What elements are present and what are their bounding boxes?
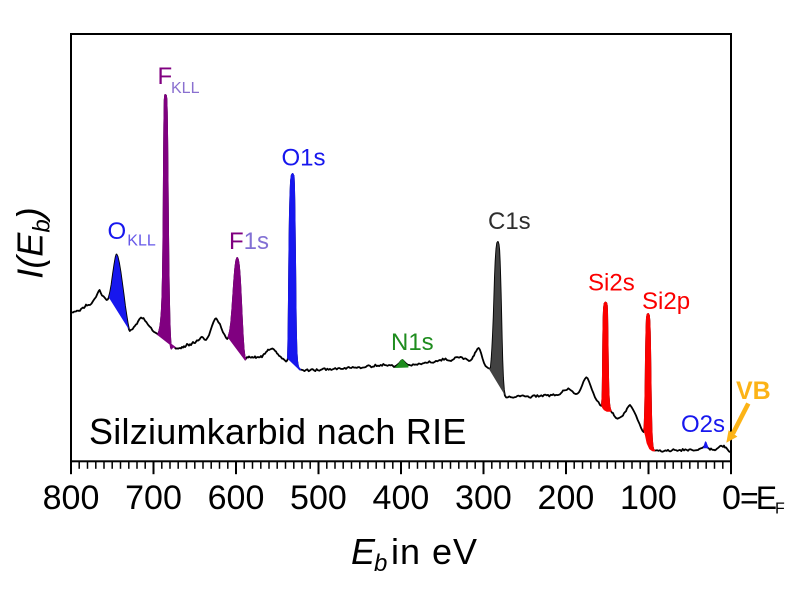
svg-text:E: E <box>756 480 777 516</box>
svg-text:N1s: N1s <box>391 329 434 356</box>
svg-text:400: 400 <box>373 479 430 517</box>
svg-text:500: 500 <box>290 479 347 517</box>
svg-text:C1s: C1s <box>488 208 531 235</box>
svg-text:F: F <box>158 63 173 90</box>
svg-text:700: 700 <box>125 479 182 517</box>
svg-text:Silziumkarbid nach RIE: Silziumkarbid nach RIE <box>89 411 467 452</box>
svg-text:b: b <box>374 550 387 577</box>
svg-text:F1s: F1s <box>229 228 269 255</box>
svg-text:600: 600 <box>208 479 265 517</box>
svg-text:200: 200 <box>538 479 595 517</box>
svg-text:800: 800 <box>43 479 100 517</box>
svg-text:300: 300 <box>455 479 512 517</box>
svg-text:F: F <box>775 501 785 518</box>
svg-text:VB: VB <box>736 377 771 405</box>
svg-text:O2s: O2s <box>681 411 725 438</box>
svg-text:0: 0 <box>722 479 741 517</box>
svg-text:Si2p: Si2p <box>642 288 690 315</box>
svg-text:in eV: in eV <box>391 531 478 572</box>
svg-text:KLL: KLL <box>127 232 156 249</box>
svg-text:Si2s: Si2s <box>588 270 635 297</box>
svg-text:O: O <box>108 218 127 245</box>
svg-text:KLL: KLL <box>171 80 200 97</box>
svg-text:=: = <box>740 480 759 516</box>
svg-text:I(Eb): I(Eb) <box>10 207 56 278</box>
svg-text:E: E <box>351 531 376 572</box>
svg-text:100: 100 <box>620 479 677 517</box>
svg-text:O1s: O1s <box>282 145 326 172</box>
